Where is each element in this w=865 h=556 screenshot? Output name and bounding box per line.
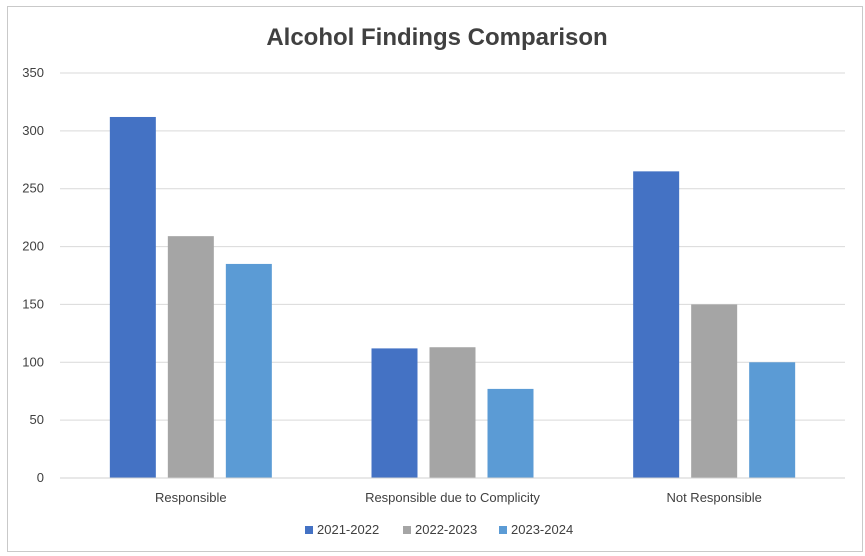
legend-swatch bbox=[499, 526, 507, 534]
y-tick-label: 100 bbox=[22, 354, 44, 369]
bar-2021-2022-1 bbox=[371, 348, 418, 478]
bar-2023-2024-1 bbox=[487, 388, 534, 478]
legend-label: 2021-2022 bbox=[317, 522, 379, 537]
bar-2022-2023-1 bbox=[429, 347, 476, 478]
legend-label: 2022-2023 bbox=[415, 522, 477, 537]
y-tick-label: 150 bbox=[22, 296, 44, 311]
bars bbox=[109, 116, 796, 478]
y-tick-label: 50 bbox=[30, 412, 44, 427]
bar-2022-2023-0 bbox=[167, 236, 214, 478]
category-labels: Responsible Responsible due to Complicity… bbox=[155, 490, 762, 505]
bar-2022-2023-2 bbox=[691, 304, 738, 478]
y-tick-label: 200 bbox=[22, 239, 44, 254]
bar-2021-2022-0 bbox=[109, 116, 156, 478]
y-tick-label: 250 bbox=[22, 181, 44, 196]
category-label: Responsible bbox=[155, 490, 227, 505]
y-axis-ticks: 0 50 100 150 200 250 300 350 bbox=[22, 65, 44, 485]
legend-swatch bbox=[305, 526, 313, 534]
bar-2021-2022-2 bbox=[633, 171, 680, 478]
legend-swatch bbox=[403, 526, 411, 534]
bar-2023-2024-0 bbox=[225, 263, 272, 478]
y-tick-label: 300 bbox=[22, 123, 44, 138]
chart-title: Alcohol Findings Comparison bbox=[266, 24, 607, 51]
y-tick-label: 350 bbox=[22, 65, 44, 80]
legend: 2021-2022 2022-2023 2023-2024 bbox=[305, 522, 573, 537]
legend-label: 2023-2024 bbox=[511, 522, 573, 537]
category-label: Not Responsible bbox=[666, 490, 761, 505]
bar-2023-2024-2 bbox=[749, 362, 796, 478]
category-label: Responsible due to Complicity bbox=[365, 490, 540, 505]
y-tick-label: 0 bbox=[37, 470, 44, 485]
